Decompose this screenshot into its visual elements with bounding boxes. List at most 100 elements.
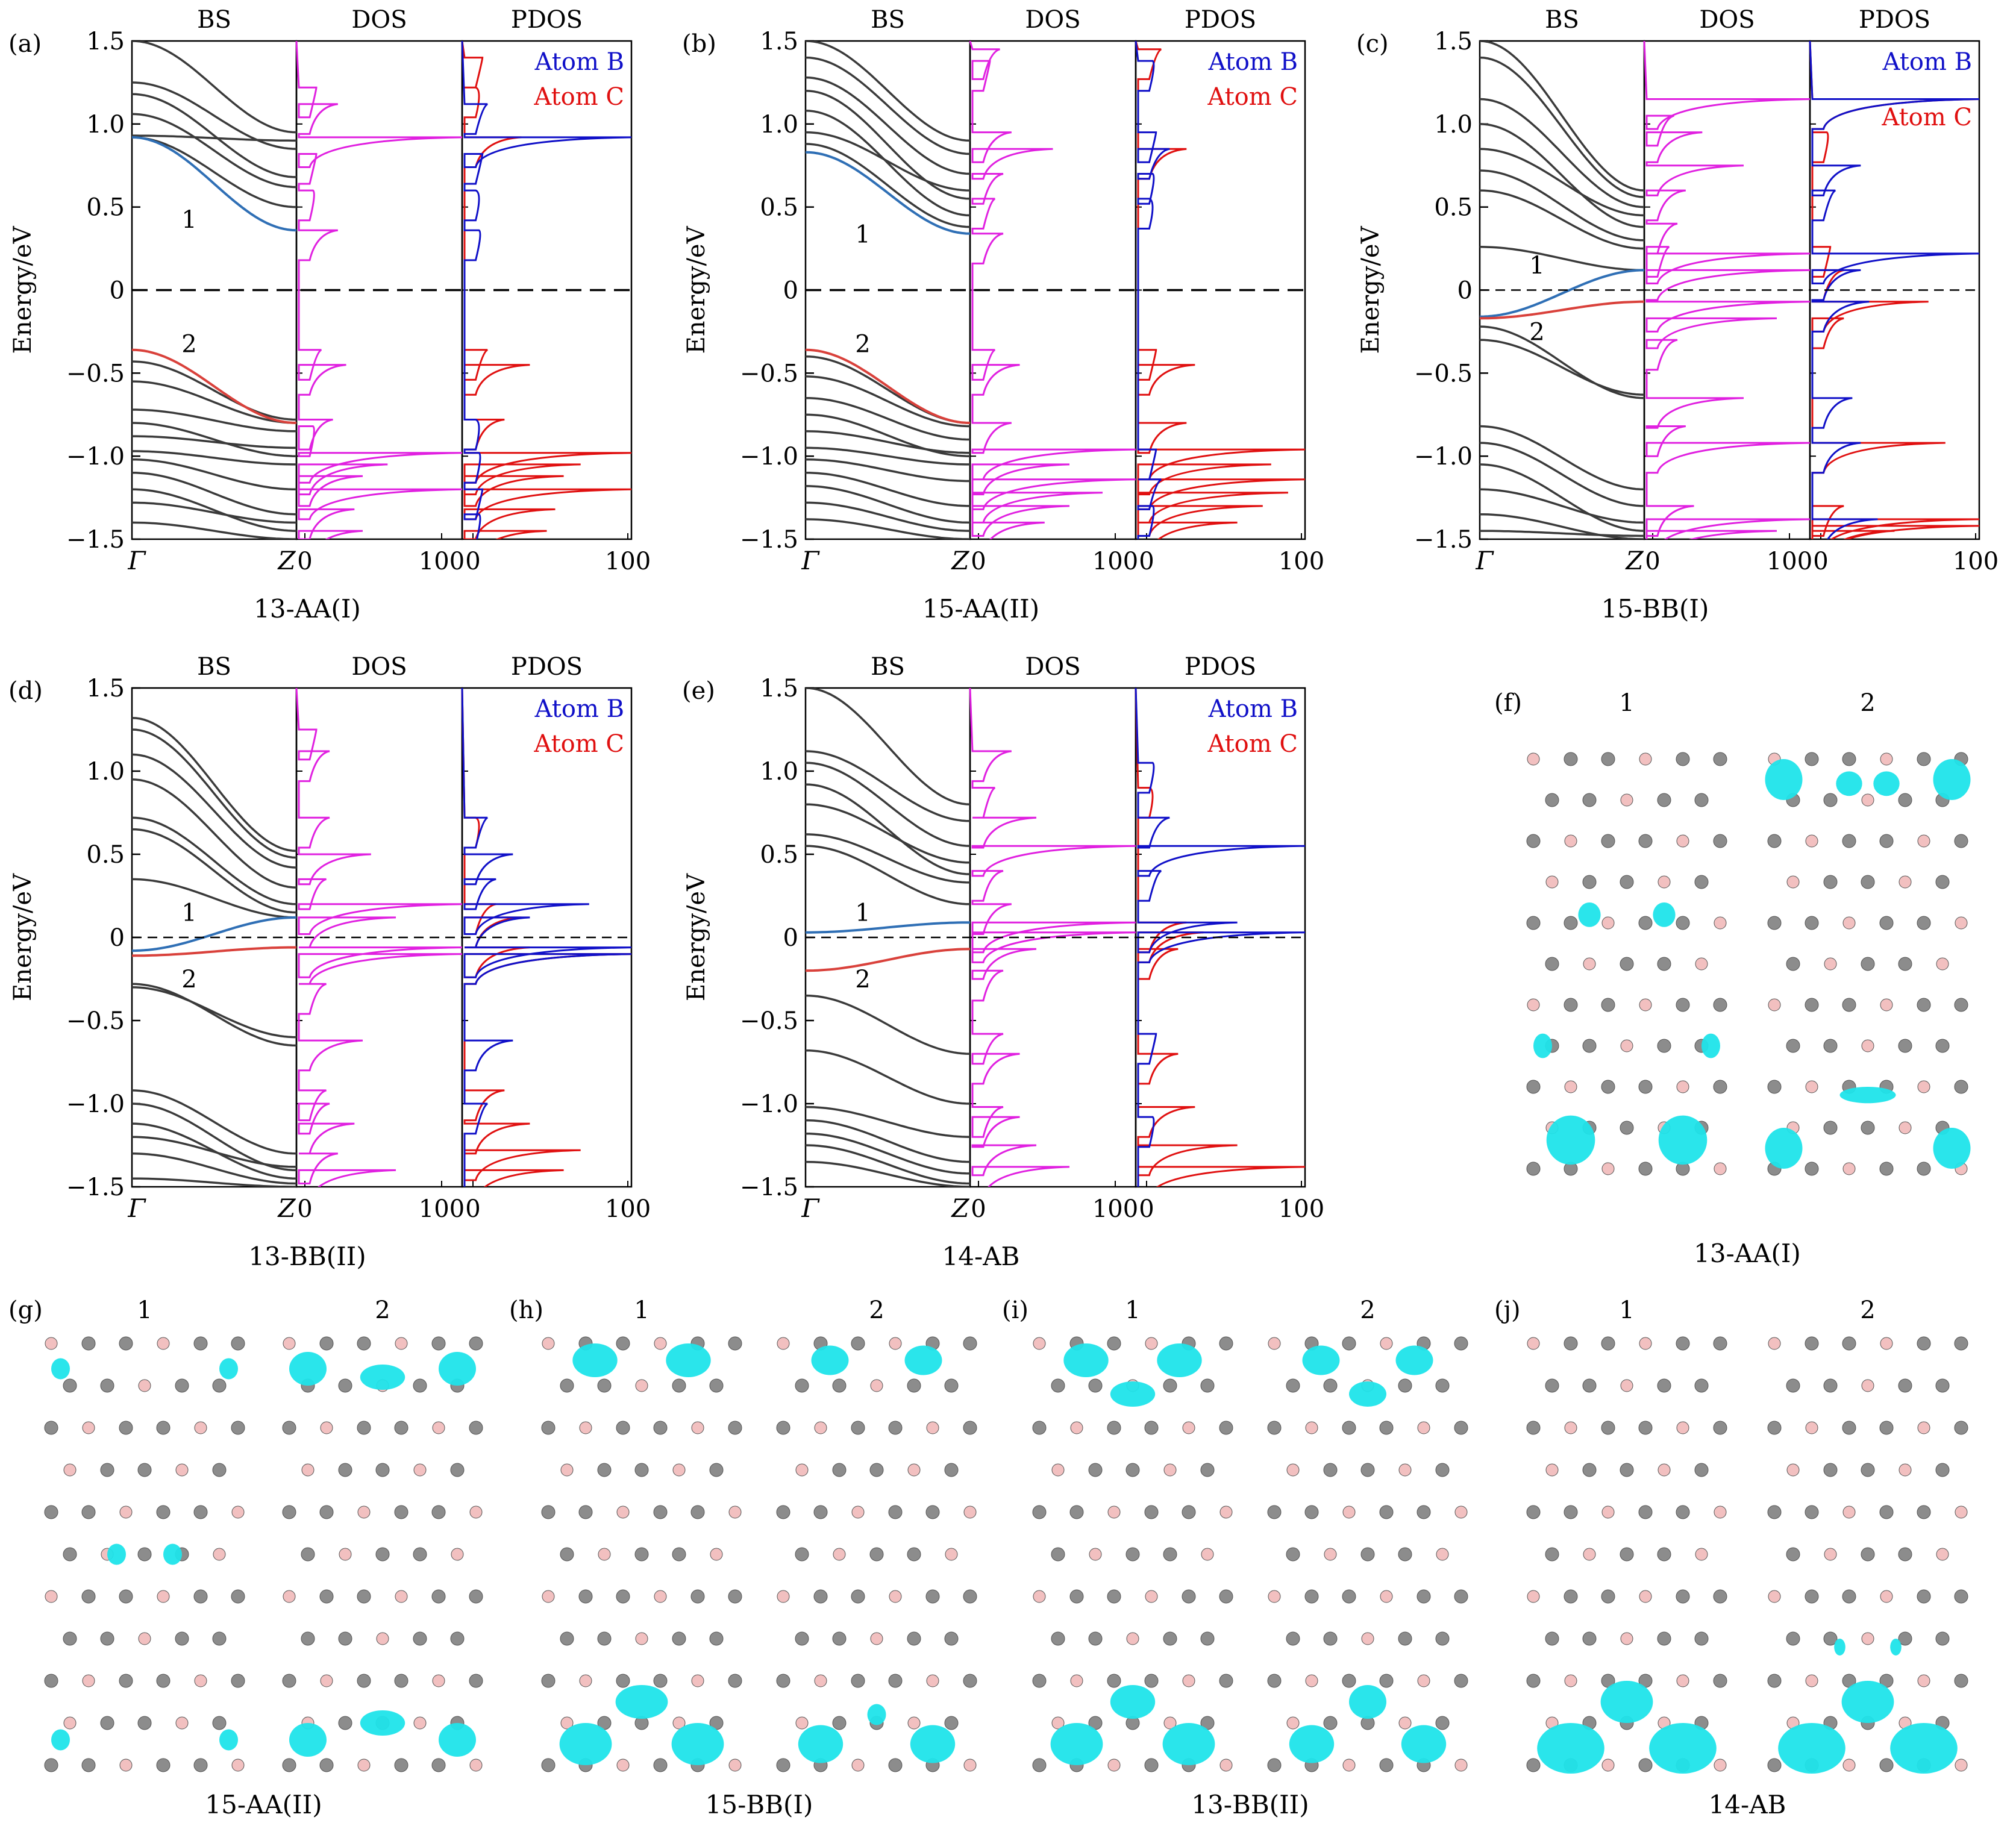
valence-band — [132, 360, 297, 421]
boron-atom — [157, 1590, 170, 1603]
carbon-atom — [44, 1674, 58, 1688]
carbon-atom — [1620, 875, 1634, 889]
band-panel-4: BS DOS PDOS (d) 1.5 1.0 0.5 0 −0.5 −1.0 −1.5 Energy… — [8, 653, 651, 1271]
dos-spectrum — [969, 41, 1136, 539]
charge-density-isosurface — [360, 1365, 405, 1390]
y-tick-label: −0.5 — [1414, 360, 1473, 387]
pdos-x-tick-100: 100 — [605, 548, 651, 575]
carbon-atom — [1767, 1505, 1782, 1519]
band-2-curve — [132, 348, 297, 424]
carbon-atom — [1526, 1505, 1541, 1519]
valence-band — [806, 1119, 971, 1163]
conduction-band — [1480, 41, 1645, 192]
boron-atom — [1676, 1080, 1689, 1093]
carbon-atom — [469, 1589, 483, 1604]
boron-atom — [1454, 1759, 1468, 1772]
boron-atom — [1163, 1463, 1177, 1477]
carbon-atom — [776, 1505, 790, 1519]
pdos-atom-b-spectrum — [461, 688, 631, 1187]
boron-atom — [870, 1632, 883, 1645]
boron-atom — [1564, 834, 1577, 848]
carbon-atom — [319, 1336, 334, 1351]
carbon-atom — [156, 1421, 171, 1435]
carbon-atom — [1657, 793, 1671, 807]
pdos-x-tick-0: 0 — [465, 1195, 480, 1223]
pdos-atom-c-spectrum — [461, 41, 631, 539]
carbon-atom — [1564, 1589, 1578, 1604]
carbon-atom — [319, 1758, 334, 1772]
carbon-atom — [1069, 1589, 1084, 1604]
boron-atom — [814, 1421, 827, 1434]
y-tick-label: 1.5 — [760, 28, 798, 55]
dos-spectrum — [295, 41, 463, 539]
pdos-title: PDOS — [511, 653, 583, 681]
pdos-x-tick-0: 0 — [1139, 1195, 1154, 1223]
y-tick-label: 1.0 — [760, 111, 798, 139]
boron-atom — [1107, 1759, 1121, 1772]
carbon-atom — [1954, 1674, 1968, 1688]
panel-id: (a) — [8, 30, 42, 58]
carbon-atom — [1601, 1589, 1615, 1604]
carbon-atom — [888, 1505, 903, 1519]
carbon-atom — [1842, 1589, 1856, 1604]
carbon-atom — [888, 1674, 903, 1688]
carbon-atom — [1601, 834, 1615, 848]
carbon-atom — [1620, 957, 1634, 971]
band-2-label: 2 — [855, 966, 870, 993]
carbon-atom — [431, 1758, 446, 1772]
conduction-band — [132, 753, 297, 869]
carbon-atom — [1545, 1547, 1559, 1562]
boron-atom — [579, 1421, 592, 1434]
valence-band — [806, 446, 970, 466]
boron-atom — [376, 1632, 389, 1645]
dos-x-tick-100: 100 — [419, 548, 465, 575]
boron-atom — [1955, 916, 1968, 930]
carbon-atom — [44, 1421, 58, 1435]
carbon-atom — [156, 1505, 171, 1519]
carbon-atom — [1713, 1336, 1727, 1351]
boron-atom — [851, 1759, 865, 1772]
carbon-atom — [832, 1378, 847, 1393]
conduction-band — [806, 761, 971, 847]
carbon-atom — [963, 1336, 977, 1351]
carbon-atom — [851, 1336, 865, 1351]
carbon-atom — [1526, 1080, 1541, 1094]
carbon-atom — [560, 1378, 574, 1393]
valence-band — [132, 501, 296, 524]
boron-atom — [1639, 1590, 1652, 1603]
carbon-atom — [1088, 1463, 1103, 1477]
valence-band — [132, 1089, 297, 1155]
conduction-band — [132, 828, 297, 914]
boron-atom — [1955, 1506, 1968, 1519]
charge-density-isosurface — [1890, 1723, 1958, 1774]
carbon-atom — [1379, 1421, 1394, 1435]
structure-panel-id: (i) — [1002, 1296, 1028, 1324]
y-tick-label: 0 — [110, 277, 125, 305]
conduction-band — [1480, 123, 1645, 228]
carbon-atom — [338, 1378, 352, 1393]
carbon-atom — [1898, 1039, 1912, 1053]
carbon-atom — [1125, 1547, 1140, 1562]
carbon-atom — [1676, 1505, 1690, 1519]
charge-density-isosurface — [1600, 1681, 1653, 1723]
carbon-atom — [1786, 1039, 1800, 1053]
boron-atom — [691, 1674, 704, 1687]
boron-atom — [1070, 1674, 1083, 1687]
boron-atom — [814, 1674, 827, 1687]
carbon-atom — [1861, 875, 1875, 889]
carbon-atom — [1545, 957, 1559, 971]
carbon-atom — [709, 1378, 724, 1393]
charge-density-isosurface — [904, 1345, 942, 1375]
boron-atom — [175, 1463, 189, 1477]
valence-band — [1480, 488, 1645, 524]
boron-atom — [1286, 1716, 1300, 1730]
y-axis-label: Energy/eV — [683, 225, 710, 354]
structure-caption: 13-AA(I) — [1694, 1239, 1801, 1268]
carbon-atom — [1379, 1505, 1394, 1519]
carbon-atom — [1304, 1589, 1319, 1604]
charge-density-isosurface — [1533, 1033, 1552, 1058]
legend-atom-c: Atom C — [1207, 83, 1298, 111]
boron-atom — [1639, 1337, 1652, 1350]
charge-density-isosurface — [1537, 1723, 1604, 1774]
charge-density-isosurface — [867, 1704, 886, 1725]
